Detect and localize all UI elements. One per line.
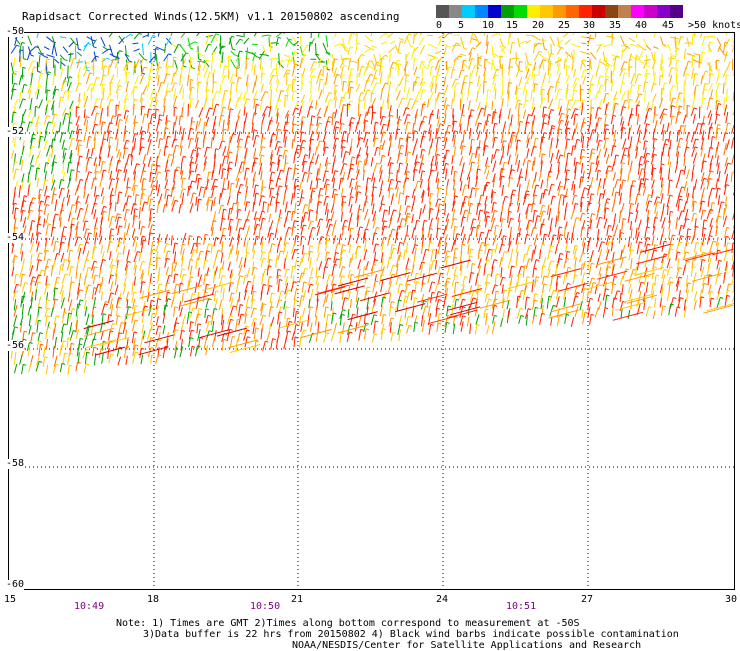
lat-label-58: -58 [6, 459, 24, 469]
wind-barb-layer [9, 33, 734, 589]
wind-barbs [11, 33, 734, 375]
legend-swatch [436, 5, 449, 18]
legend-swatch [644, 5, 657, 18]
legend-label: 35 [609, 20, 621, 31]
legend-label: 25 [558, 20, 570, 31]
legend-label: 10 [482, 20, 494, 31]
lon-label-24: 24 [436, 594, 448, 605]
legend-swatch [488, 5, 501, 18]
lon-label-21: 21 [291, 594, 303, 605]
legend-swatch [657, 5, 670, 18]
legend-label: 40 [635, 20, 647, 31]
lon-label-15: 15 [4, 594, 16, 605]
legend-swatch [618, 5, 631, 18]
legend-swatch [592, 5, 605, 18]
legend-swatch [462, 5, 475, 18]
legend-label: 15 [506, 20, 518, 31]
legend-label: 0 [436, 20, 442, 31]
lon-label-27: 27 [581, 594, 593, 605]
wind-map-plot[interactable] [8, 32, 735, 590]
map-title: Rapidsact Corrected Winds(12.5KM) v1.1 2… [22, 10, 400, 23]
legend-swatch [553, 5, 566, 18]
lat-label-60: -60 [6, 580, 24, 590]
legend-label: 20 [532, 20, 544, 31]
legend-label: >50 knots [688, 20, 740, 31]
time-label-1051: 10:51 [506, 601, 536, 612]
legend-swatch [579, 5, 592, 18]
legend-swatch [501, 5, 514, 18]
legend-swatch [527, 5, 540, 18]
legend-swatch [631, 5, 644, 18]
legend-swatch [475, 5, 488, 18]
lat-label-56: -56 [6, 341, 24, 351]
legend-swatch [566, 5, 579, 18]
lat-label-50: -50 [6, 27, 24, 37]
lat-label-54: -54 [6, 233, 24, 243]
legend-swatch [670, 5, 683, 18]
lat-label-52: -52 [6, 127, 24, 137]
lon-label-18: 18 [147, 594, 159, 605]
southern-wind-streaks [84, 244, 734, 355]
legend-label: 45 [662, 20, 674, 31]
legend-color-bar [436, 5, 683, 18]
legend-swatch [449, 5, 462, 18]
time-label-1049: 10:49 [74, 601, 104, 612]
legend-swatch [605, 5, 618, 18]
legend-swatch [514, 5, 527, 18]
note-line-2: 3)Data buffer is 22 hrs from 20150802 4)… [143, 629, 679, 640]
legend-swatch [540, 5, 553, 18]
time-label-1050: 10:50 [250, 601, 280, 612]
lon-label-30: 30 [725, 594, 737, 605]
legend-label: 30 [583, 20, 595, 31]
legend-label: 5 [458, 20, 464, 31]
note-line-3: NOAA/NESDIS/Center for Satellite Applica… [292, 640, 641, 651]
note-line-1: Note: 1) Times are GMT 2)Times along bot… [116, 618, 580, 629]
